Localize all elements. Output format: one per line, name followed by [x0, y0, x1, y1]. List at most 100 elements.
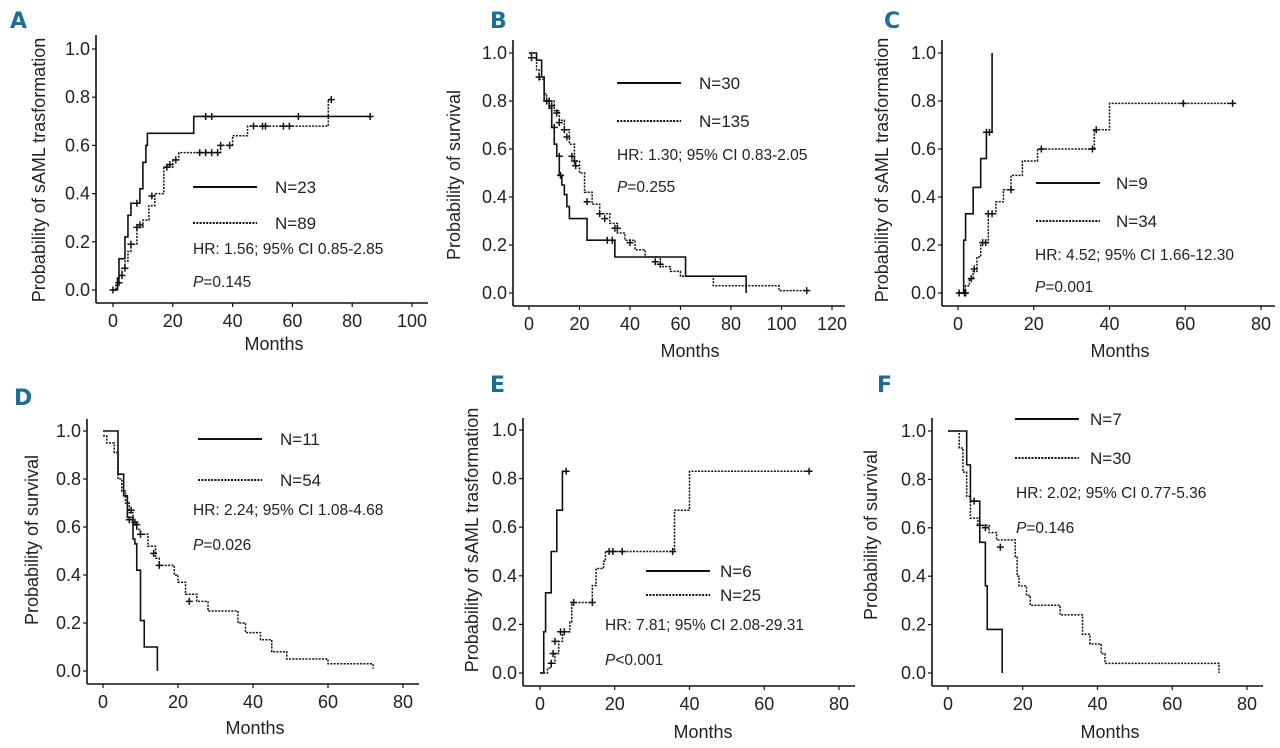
p-value: <0.001 — [615, 652, 663, 669]
panel-label: D — [14, 386, 32, 411]
p-value: =0.146 — [1026, 520, 1074, 537]
legend-label: N=7 — [1090, 410, 1122, 429]
p-value-text: P=0.145 — [193, 274, 251, 291]
x-tick-label: 60 — [282, 311, 302, 331]
panel-a: A 0.0 0.2 0.4 0.6 0.8 1.0 0 20 40 60 80 100 Months Pro… — [10, 9, 428, 354]
censor-mark — [988, 210, 996, 218]
p-symbol: P — [605, 652, 616, 669]
censor-mark — [970, 497, 978, 505]
x-tick-label: 20 — [605, 694, 625, 714]
y-tick-label: 1.0 — [492, 420, 517, 440]
p-symbol: P — [193, 537, 204, 554]
x-tick-label: 0 — [98, 692, 108, 712]
x-tick-label: 60 — [754, 694, 774, 714]
y-tick-label: 0.8 — [901, 469, 926, 489]
panel-b: B 0.0 0.2 0.4 0.6 0.8 1.0 0 20 40 60 80 100 120 Months… — [444, 9, 847, 361]
p-symbol: P — [1035, 279, 1046, 296]
x-tick-label: 80 — [829, 694, 849, 714]
censor-mark — [547, 659, 555, 667]
censor-mark — [583, 198, 591, 206]
panel-f: F 0.0 0.2 0.4 0.6 0.8 1.0 0 20 40 60 80 Months Probab… — [861, 373, 1263, 742]
censor-mark — [226, 141, 234, 149]
censor-mark — [970, 265, 978, 273]
panel-label: F — [877, 373, 892, 398]
censor-mark — [155, 561, 163, 569]
x-tick-label: 20 — [1024, 314, 1044, 334]
x-tick-label: 80 — [342, 311, 362, 331]
legend-label: N=25 — [720, 586, 761, 605]
censor-mark — [967, 275, 975, 283]
censor-mark — [976, 521, 984, 529]
hazard-ratio-text: HR: 2.24; 95% CI 1.08-4.68 — [193, 502, 383, 519]
y-tick-label: 0.6 — [56, 517, 81, 537]
legend-label: N=34 — [1116, 212, 1157, 231]
y-tick-label: 0.2 — [492, 614, 517, 634]
y-tick-label: 1.0 — [911, 43, 936, 63]
censor-mark — [568, 152, 576, 160]
hazard-ratio-text: HR: 7.81; 95% CI 2.08-29.31 — [605, 617, 804, 634]
censor-mark — [150, 549, 158, 557]
censor-mark — [196, 149, 204, 157]
censor-mark — [557, 171, 565, 179]
y-tick-label: 0.6 — [492, 517, 517, 537]
km-curve-n11 — [103, 430, 159, 671]
y-tick-label: 0.8 — [56, 469, 81, 489]
x-tick-label: 40 — [620, 314, 640, 334]
hazard-ratio-text: HR: 2.02; 95% CI 0.77-5.36 — [1016, 485, 1206, 502]
y-axis-label: Probability of survival — [444, 90, 464, 260]
censor-mark — [669, 548, 677, 555]
censor-mark — [572, 162, 580, 170]
y-axis-label: Probability of sAML trasformation — [462, 408, 482, 672]
legend-label: N=54 — [280, 471, 321, 490]
censor-mark — [185, 597, 193, 605]
y-tick-label: 0.4 — [911, 187, 936, 207]
km-curve-n23 — [113, 115, 371, 291]
y-tick-label: 0.2 — [901, 615, 926, 635]
y-tick-label: 0.4 — [492, 566, 517, 586]
y-axis-label: Probability of sAML trasformation — [872, 38, 892, 302]
censor-mark — [548, 102, 556, 110]
y-tick-label: 0.0 — [492, 663, 517, 683]
censor-mark — [327, 96, 335, 104]
x-tick-label: 60 — [1175, 314, 1195, 334]
censor-mark — [962, 289, 970, 297]
censor-mark — [1088, 145, 1096, 153]
censor-mark — [570, 157, 578, 165]
x-tick-label: 20 — [163, 311, 183, 331]
censor-mark — [1229, 99, 1237, 107]
hazard-ratio-text: HR: 1.30; 95% CI 0.83-2.05 — [617, 147, 807, 164]
x-tick-label: 60 — [670, 314, 690, 334]
censor-mark — [656, 260, 664, 268]
censor-mark — [613, 224, 621, 232]
y-tick-label: 1.0 — [65, 39, 90, 59]
legend-label: N=135 — [699, 112, 750, 131]
km-curve-n30 — [948, 430, 1220, 673]
y-tick-label: 1.0 — [482, 43, 507, 63]
legend-label: N=89 — [275, 214, 316, 233]
x-tick-label: 20 — [168, 692, 188, 712]
panel-label: A — [10, 9, 27, 34]
censor-mark — [560, 628, 568, 636]
p-value: =0.145 — [203, 274, 251, 291]
censor-mark — [981, 524, 989, 532]
x-tick-label: 0 — [535, 694, 545, 714]
x-tick-label: 120 — [817, 314, 847, 334]
x-tick-label: 100 — [766, 314, 796, 334]
km-curve-n135 — [529, 52, 807, 292]
censor-mark — [366, 112, 374, 120]
censor-mark — [121, 264, 129, 272]
y-tick-label: 0.0 — [911, 283, 936, 303]
censor-mark — [596, 210, 604, 218]
y-axis-label: Probability of sAML trasformation — [29, 38, 49, 302]
x-tick-label: 0 — [953, 314, 963, 334]
censor-mark — [985, 128, 993, 136]
x-tick-label: 40 — [1099, 314, 1119, 334]
censor-mark — [560, 126, 568, 134]
y-tick-label: 0.8 — [482, 91, 507, 111]
censor-mark — [555, 152, 563, 160]
y-tick-label: 0.8 — [65, 87, 90, 107]
censor-mark — [982, 239, 990, 247]
x-tick-label: 20 — [1013, 694, 1033, 714]
censor-mark — [285, 122, 293, 130]
